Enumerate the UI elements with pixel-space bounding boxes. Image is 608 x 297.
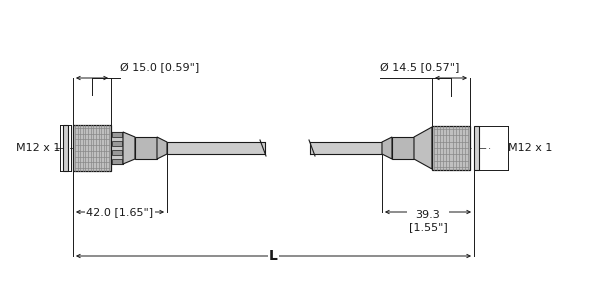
Polygon shape — [414, 127, 432, 169]
Bar — [392, 137, 414, 159]
Polygon shape — [382, 137, 392, 159]
Text: M12 x 1: M12 x 1 — [16, 143, 60, 153]
Bar — [73, 125, 111, 171]
Text: L: L — [269, 249, 278, 263]
Bar — [167, 142, 382, 154]
Bar — [63, 125, 68, 171]
Bar — [112, 159, 122, 164]
Bar — [265, 140, 310, 156]
Bar — [432, 126, 470, 170]
Text: M12 x 1: M12 x 1 — [508, 143, 552, 153]
Text: 39.3
[1.55"]: 39.3 [1.55"] — [409, 210, 447, 232]
Bar — [112, 140, 122, 146]
Bar — [111, 132, 123, 164]
Bar — [112, 149, 122, 154]
Text: Ø 15.0 [0.59"]: Ø 15.0 [0.59"] — [120, 63, 199, 73]
Polygon shape — [123, 132, 135, 164]
Text: Ø 14.5 [0.57"]: Ø 14.5 [0.57"] — [380, 63, 460, 73]
Polygon shape — [157, 137, 167, 159]
Bar — [474, 126, 479, 170]
Text: 42.0 [1.65"]: 42.0 [1.65"] — [86, 207, 154, 217]
Bar — [135, 137, 157, 159]
Bar — [112, 132, 122, 137]
